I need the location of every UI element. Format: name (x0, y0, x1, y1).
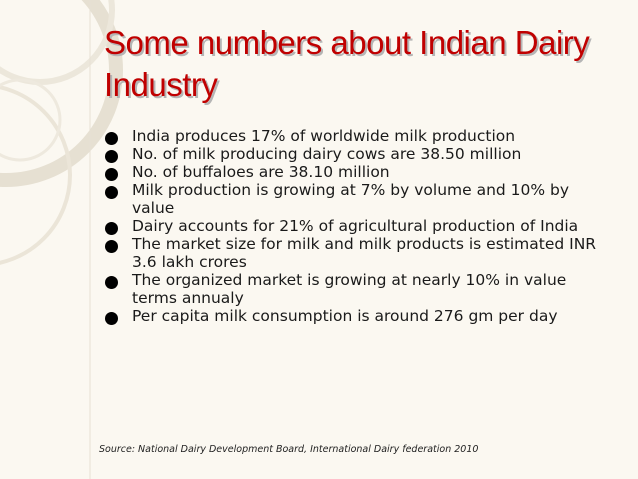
bullet-item: Dairy accounts for 21% of agricultural p… (105, 217, 608, 235)
bullet-item: The market size for milk and milk produc… (105, 235, 608, 271)
bullet-item: India produces 17% of worldwide milk pro… (105, 127, 608, 145)
bullet-text: Dairy accounts for 21% of agricultural p… (132, 217, 579, 235)
bullet-dot-icon (105, 222, 118, 235)
bullet-item: The organized market is growing at nearl… (105, 271, 608, 307)
bullet-dot-icon (105, 150, 118, 163)
bullet-dot-icon (105, 276, 118, 289)
bullet-item: Milk production is growing at 7% by volu… (105, 181, 608, 217)
bullet-text: India produces 17% of worldwide milk pro… (132, 127, 516, 145)
bullet-text: No. of milk producing dairy cows are 38.… (132, 145, 522, 163)
bullet-dot-icon (105, 132, 118, 145)
bullet-dot-icon (105, 186, 118, 199)
bullet-item: No. of milk producing dairy cows are 38.… (105, 145, 608, 163)
bullet-dot-icon (105, 240, 118, 253)
bullet-text: No. of buffaloes are 38.10 million (132, 163, 390, 181)
bullet-text: Per capita milk consumption is around 27… (132, 307, 558, 325)
bullet-text: The organized market is growing at nearl… (132, 271, 567, 307)
bullet-text: The market size for milk and milk produc… (132, 235, 597, 271)
bullet-item: Per capita milk consumption is around 27… (105, 307, 608, 325)
bullet-item: No. of buffaloes are 38.10 million (105, 163, 608, 181)
bullet-dot-icon (105, 168, 118, 181)
bullet-text: Milk production is growing at 7% by volu… (132, 181, 570, 217)
slide-title: Some numbers about Indian Dairy Industry (104, 24, 590, 103)
bullet-list: India produces 17% of worldwide milk pro… (105, 127, 608, 325)
source-citation: Source: National Dairy Development Board… (99, 444, 479, 455)
bullet-dot-icon (105, 312, 118, 325)
